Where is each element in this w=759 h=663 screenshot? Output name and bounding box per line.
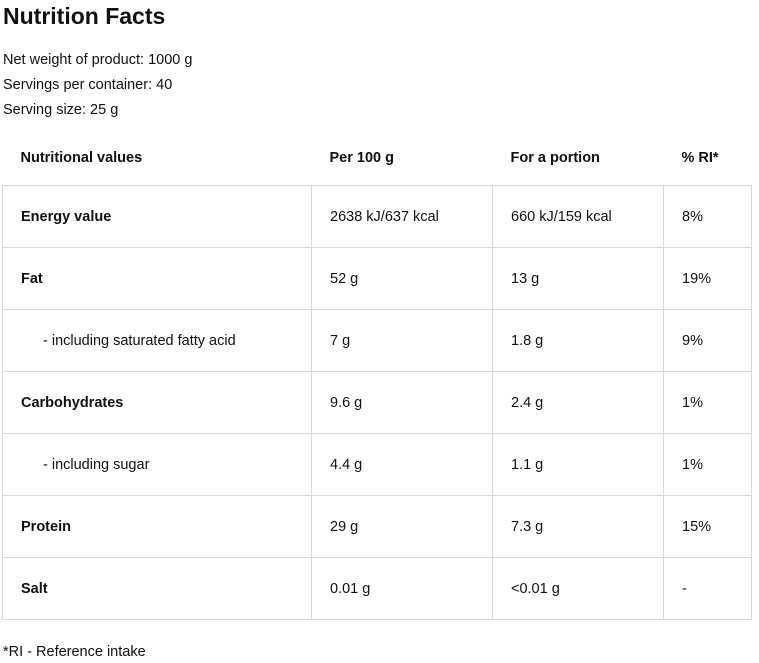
- page-title: Nutrition Facts: [3, 3, 166, 29]
- per-100g-value: 29 g: [311, 495, 493, 558]
- portion-value: 2.4 g: [492, 371, 664, 434]
- per-100g-value: 4.4 g: [311, 433, 493, 496]
- nutrition-table: Nutritional values Per 100 g For a porti…: [2, 131, 752, 620]
- ri-value: 15%: [663, 495, 752, 558]
- row-label: Protein: [2, 495, 312, 558]
- table-row: Salt 0.01 g <0.01 g -: [2, 557, 752, 620]
- table-header-row: Nutritional values Per 100 g For a porti…: [3, 131, 752, 186]
- servings-per-container-text: Servings per container: 40: [3, 77, 173, 93]
- row-label: - including saturated fatty acid: [2, 309, 312, 372]
- per-100g-value: 7 g: [311, 309, 493, 372]
- footnote: *RI - Reference intake: [3, 644, 146, 660]
- ri-value: -: [663, 557, 752, 620]
- row-label: Salt: [2, 557, 312, 620]
- portion-value: 1.8 g: [492, 309, 664, 372]
- row-label: Energy value: [2, 185, 312, 248]
- per-100g-value: 52 g: [311, 247, 493, 310]
- header-per-100g: Per 100 g: [329, 150, 395, 166]
- header-for-a-portion: For a portion: [510, 150, 600, 166]
- ri-value: 1%: [663, 371, 752, 434]
- portion-value: 660 kJ/159 kcal: [492, 185, 664, 248]
- portion-value: 1.1 g: [492, 433, 664, 496]
- table-row: Energy value 2638 kJ/637 kcal 660 kJ/159…: [2, 185, 752, 248]
- table-row: Protein 29 g 7.3 g 15%: [2, 495, 752, 558]
- per-100g-value: 2638 kJ/637 kcal: [311, 185, 493, 248]
- serving-size-text: Serving size: 25 g: [3, 102, 119, 118]
- table-row: Fat 52 g 13 g 19%: [2, 247, 752, 310]
- ri-value: 9%: [663, 309, 752, 372]
- ri-value: 8%: [663, 185, 752, 248]
- ri-value: 19%: [663, 247, 752, 310]
- net-weight-text: Net weight of product: 1000 g: [3, 52, 193, 68]
- per-100g-value: 0.01 g: [311, 557, 493, 620]
- header-ri-percent: % RI*: [681, 150, 719, 166]
- table-row: - including saturated fatty acid 7 g 1.8…: [2, 309, 752, 372]
- per-100g-value: 9.6 g: [311, 371, 493, 434]
- row-label: - including sugar: [2, 433, 312, 496]
- portion-value: 7.3 g: [492, 495, 664, 558]
- row-label: Carbohydrates: [2, 371, 312, 434]
- table-row: - including sugar 4.4 g 1.1 g 1%: [2, 433, 752, 496]
- row-label: Fat: [2, 247, 312, 310]
- ri-value: 1%: [663, 433, 752, 496]
- portion-value: 13 g: [492, 247, 664, 310]
- header-nutritional-values: Nutritional values: [20, 150, 143, 166]
- portion-value: <0.01 g: [492, 557, 664, 620]
- table-row: Carbohydrates 9.6 g 2.4 g 1%: [2, 371, 752, 434]
